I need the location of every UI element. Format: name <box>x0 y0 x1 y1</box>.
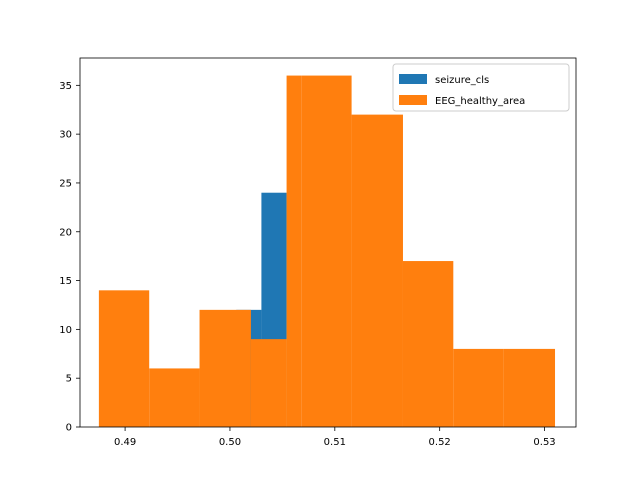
y-tick-label: 25 <box>59 178 72 189</box>
y-tick-label: 35 <box>59 81 72 92</box>
x-tick-label: 0.51 <box>324 437 346 448</box>
y-tick-label: 10 <box>59 325 72 336</box>
bar-EEG_healthy_area-4 <box>286 75 302 427</box>
x-tick-label: 0.49 <box>114 437 136 448</box>
bar-EEG_healthy_area-1 <box>149 368 200 427</box>
bar-EEG_healthy_area-8 <box>453 348 504 427</box>
bar-EEG_healthy_area-0 <box>98 290 150 427</box>
bar-EEG_healthy_area-5 <box>301 75 352 427</box>
x-tick-label: 0.50 <box>219 437 241 448</box>
x-tick-label: 0.53 <box>533 437 555 448</box>
bar-EEG_healthy_area-9 <box>503 348 556 427</box>
legend: seizure_cls EEG_healthy_area <box>392 63 570 112</box>
y-tick-label: 20 <box>59 227 72 238</box>
y-tick-label: 0 <box>66 423 72 434</box>
plot-frame <box>79 57 577 428</box>
bar-EEG_healthy_area-3 <box>250 339 287 427</box>
legend-swatch-seizure_cls <box>399 74 427 84</box>
legend-label-seizure_cls: seizure_cls <box>435 75 489 86</box>
axes-layer: 0.49 0.50 0.51 0.52 0.53 0 5 10 15 20 25 30 35 <box>59 57 577 448</box>
bars-layer <box>98 75 556 428</box>
legend-box <box>392 63 570 112</box>
y-tick-label: 5 <box>66 374 72 385</box>
bar-EEG_healthy_area-7 <box>402 261 454 427</box>
legend-swatch-EEG_healthy_area <box>399 95 427 105</box>
bar-EEG_healthy_area-2 <box>199 309 251 427</box>
legend-label-EEG_healthy_area: EEG_healthy_area <box>435 96 525 107</box>
bar-EEG_healthy_area-6 <box>351 114 403 428</box>
y-tick-label: 30 <box>59 130 72 141</box>
y-tick-label: 15 <box>59 276 72 287</box>
x-tick-label: 0.52 <box>429 437 451 448</box>
